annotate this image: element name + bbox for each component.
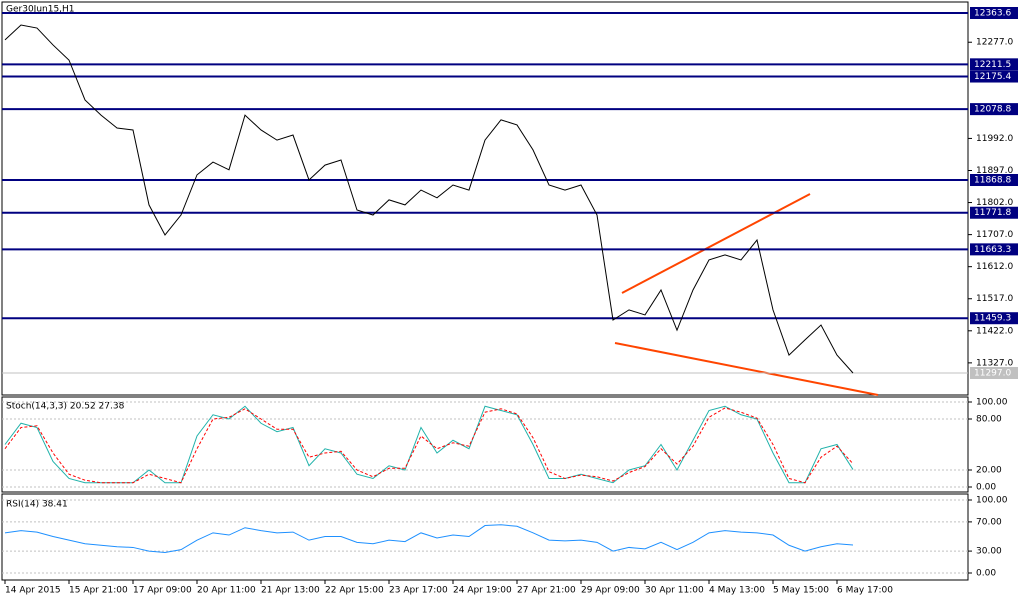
y-tick-label: 70.00 <box>976 517 1002 527</box>
trend-line <box>621 193 811 294</box>
x-tick-label: 29 Apr 09:00 <box>581 586 640 596</box>
level-label: 11459.3 <box>974 314 1011 324</box>
y-tick-label: 11612.0 <box>976 262 1013 272</box>
y-tick-label: 11707.0 <box>976 230 1013 240</box>
y-tick-label: 12277.0 <box>976 38 1013 48</box>
level-label: 12211.5 <box>974 60 1011 70</box>
level-box <box>970 7 1018 20</box>
series-line <box>4 405 854 484</box>
level-label: 11771.8 <box>974 208 1011 218</box>
y-tick-label: 20.00 <box>976 465 1002 475</box>
x-tick-label: 24 Apr 19:00 <box>453 586 512 596</box>
level-box <box>970 174 1018 187</box>
price-panel <box>1 1 969 396</box>
x-tick-label: 17 Apr 09:00 <box>133 586 192 596</box>
stoch-panel <box>1 396 969 493</box>
series-line <box>4 407 854 484</box>
y-tick-label: 11422.0 <box>976 326 1013 336</box>
x-tick-label: 21 Apr 13:00 <box>261 586 320 596</box>
y-tick-label: 11802.0 <box>976 198 1013 208</box>
x-tick-label: 23 Apr 17:00 <box>389 586 448 596</box>
level-box <box>970 206 1018 219</box>
level-box <box>970 243 1018 256</box>
y-tick-label: 0.00 <box>976 482 996 492</box>
indicator-title: Stoch(14,3,3) 20.52 27.38 <box>6 402 125 412</box>
level-label: 11868.8 <box>974 176 1011 186</box>
y-tick-label: 100.00 <box>976 495 1008 505</box>
y-tick-label: 100.00 <box>976 398 1008 408</box>
x-tick-label: 4 May 13:00 <box>709 586 765 596</box>
current-price-box <box>970 366 1018 379</box>
series-line <box>4 524 854 554</box>
level-box <box>970 103 1018 116</box>
x-tick-label: 15 Apr 21:00 <box>69 586 128 596</box>
y-tick-label: 30.00 <box>976 547 1002 557</box>
level-label: 11663.3 <box>974 245 1011 255</box>
y-tick-label: 80.00 <box>976 415 1002 425</box>
trend-line <box>614 342 879 396</box>
level-label: 12078.8 <box>974 105 1011 115</box>
x-tick-label: 30 Apr 11:00 <box>645 586 704 596</box>
level-label: 12363.6 <box>974 9 1011 19</box>
level-box <box>970 70 1018 83</box>
x-tick-label: 14 Apr 2015 <box>5 586 61 596</box>
x-tick-label: 6 May 17:00 <box>837 586 893 596</box>
y-tick-label: 11992.0 <box>976 134 1013 144</box>
level-box <box>970 312 1018 325</box>
level-box <box>970 58 1018 71</box>
y-tick-label: 11897.0 <box>976 166 1013 176</box>
current-price-label: 11297.0 <box>974 368 1011 378</box>
series-line <box>4 24 854 374</box>
level-label: 12175.4 <box>974 72 1011 82</box>
y-tick-label: 11327.0 <box>976 358 1013 368</box>
y-tick-label: 0.00 <box>976 568 996 578</box>
x-tick-label: 20 Apr 11:00 <box>197 586 256 596</box>
chart-title: Ger30Jun15,H1 <box>6 5 75 15</box>
x-tick-label: 27 Apr 21:00 <box>517 586 576 596</box>
x-tick-label: 5 May 15:00 <box>773 586 829 596</box>
indicator-title: RSI(14) 38.41 <box>6 500 68 510</box>
x-tick-label: 22 Apr 15:00 <box>325 586 384 596</box>
y-tick-label: 11517.0 <box>976 294 1013 304</box>
rsi-panel <box>1 493 969 581</box>
